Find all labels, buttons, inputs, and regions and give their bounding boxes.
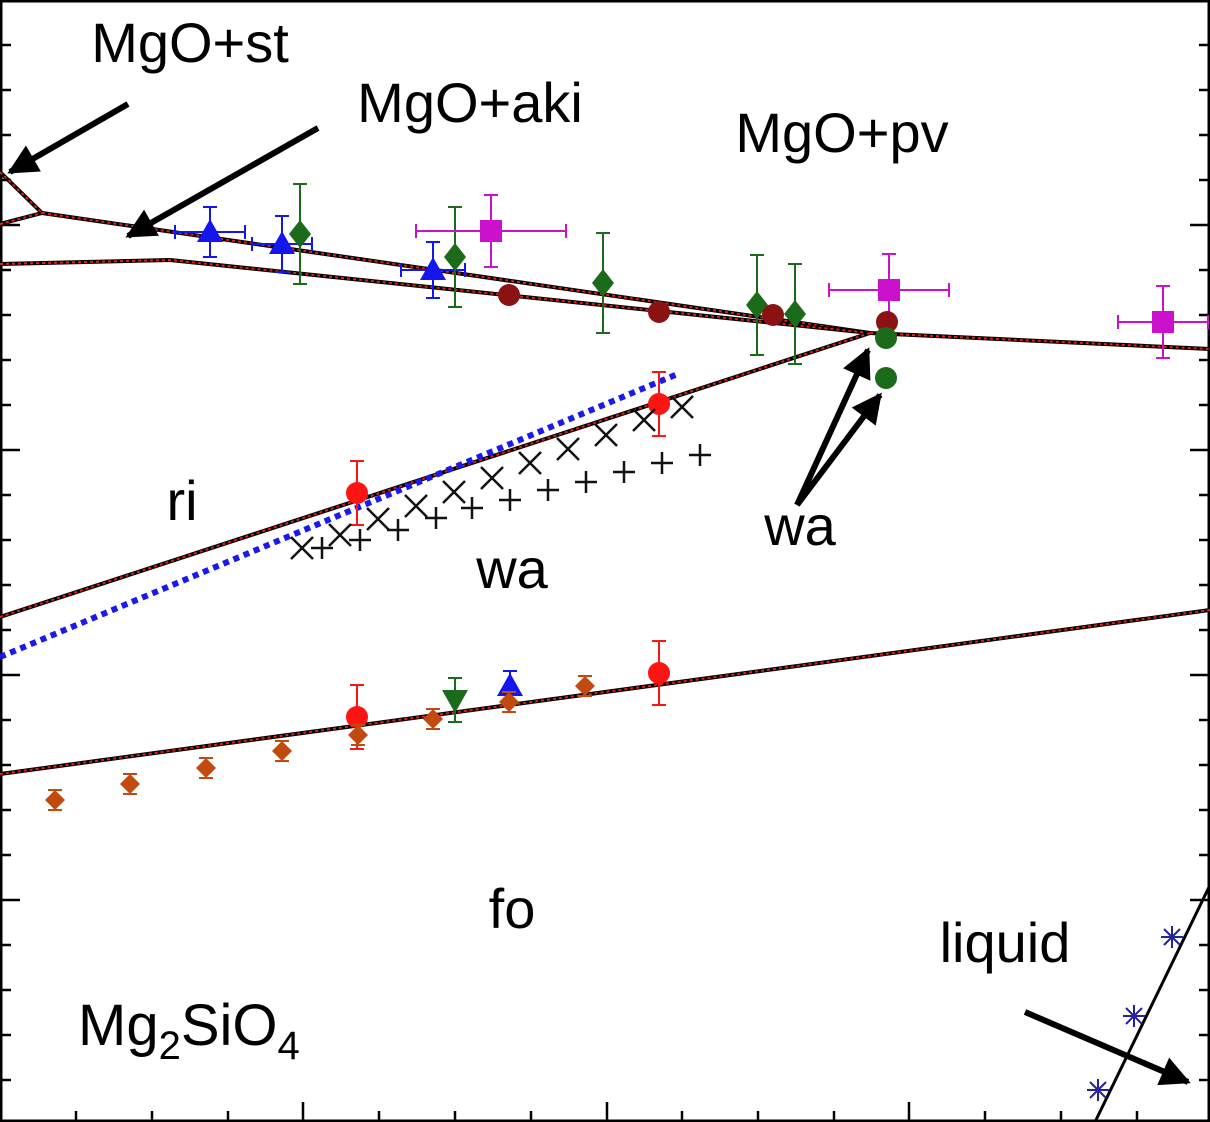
triangle-marker	[420, 257, 446, 280]
circle-marker	[875, 327, 897, 349]
x-marker	[670, 395, 694, 419]
x-marker	[404, 494, 428, 518]
boundary-ri-wa-calc	[0, 332, 871, 618]
label-mgo-st: MgO+st	[91, 11, 289, 74]
diamond-marker	[499, 692, 519, 712]
wa-arrow-upper	[794, 347, 871, 507]
x-marker	[366, 507, 390, 531]
label-liquid: liquid	[940, 911, 1071, 974]
plus-marker	[311, 537, 333, 559]
triangle-marker	[497, 673, 523, 696]
triangle-marker	[269, 231, 295, 254]
x-marker	[290, 536, 314, 560]
diamond-marker	[575, 676, 595, 696]
triangle-marker	[197, 219, 223, 242]
plus-marker	[425, 507, 447, 529]
x-marker	[594, 423, 618, 447]
circle-marker	[346, 482, 368, 504]
circle-marker	[498, 284, 520, 306]
mgo-st-arrow	[7, 101, 130, 175]
label-mgo-aki: MgO+aki	[357, 71, 583, 134]
asterisk-marker	[1161, 926, 1183, 948]
diamond-marker	[784, 300, 806, 328]
asterisk-marker	[1123, 1005, 1145, 1027]
plus-marker	[613, 461, 635, 483]
x-marker	[556, 437, 580, 461]
circle-marker	[346, 706, 368, 728]
boundary-st-aki-calc	[0, 171, 43, 214]
diamond-marker	[444, 243, 466, 271]
circle-marker	[875, 367, 897, 389]
mgo-aki-arrow	[125, 125, 320, 239]
data-points	[45, 183, 1209, 1101]
plus-marker	[349, 529, 371, 551]
phase-labels: MgO+st MgO+aki MgO+pv ri wa wa fo liquid	[91, 11, 1070, 974]
triangle-down-marker	[442, 690, 468, 713]
boundary-st-ri-calc	[0, 212, 43, 225]
x-marker	[442, 480, 466, 504]
circle-marker	[876, 311, 898, 333]
composition-label: Mg2SiO4	[78, 993, 300, 1068]
plus-marker	[689, 444, 711, 466]
boundary-wa-fo	[0, 608, 1210, 776]
circle-marker	[648, 301, 670, 323]
boundary-pv-wa-calc	[869, 332, 1210, 350]
asterisk-marker	[1087, 1079, 1109, 1101]
diamond-marker	[45, 790, 65, 810]
plus-marker	[537, 479, 559, 501]
wa-arrow-lower	[794, 392, 883, 507]
plus-marker	[651, 452, 673, 474]
x-marker	[632, 408, 656, 432]
diamond-marker	[120, 774, 140, 794]
melting-curve	[1093, 884, 1210, 1122]
square-marker	[1152, 311, 1174, 333]
diamond-marker	[196, 758, 216, 778]
label-fo: fo	[489, 877, 536, 940]
plus-marker	[575, 471, 597, 493]
label-mgo-pv: MgO+pv	[735, 101, 948, 164]
diamond-marker	[592, 269, 614, 297]
ri-wa-alt-boundary	[0, 370, 682, 660]
x-marker	[328, 523, 352, 547]
diamond-marker	[272, 741, 292, 761]
label-wa-main: wa	[475, 537, 548, 600]
liquid-arrow	[1023, 1009, 1191, 1086]
plus-marker	[499, 489, 521, 511]
diamond-marker	[423, 709, 443, 729]
x-marker	[480, 466, 504, 490]
circle-marker	[648, 662, 670, 684]
phase-boundaries	[0, 170, 1210, 1122]
plus-marker	[387, 519, 409, 541]
label-ri: ri	[166, 469, 197, 532]
label-wa-arrow: wa	[763, 494, 836, 557]
circle-marker	[762, 304, 784, 326]
square-marker	[480, 220, 502, 242]
boundary-aki-ri-calc	[0, 258, 871, 334]
x-marker	[518, 451, 542, 475]
annotation-arrows	[7, 101, 1191, 1086]
diamond-marker	[348, 725, 368, 745]
diamond-marker	[289, 220, 311, 248]
square-marker	[878, 279, 900, 301]
plus-marker	[461, 497, 483, 519]
